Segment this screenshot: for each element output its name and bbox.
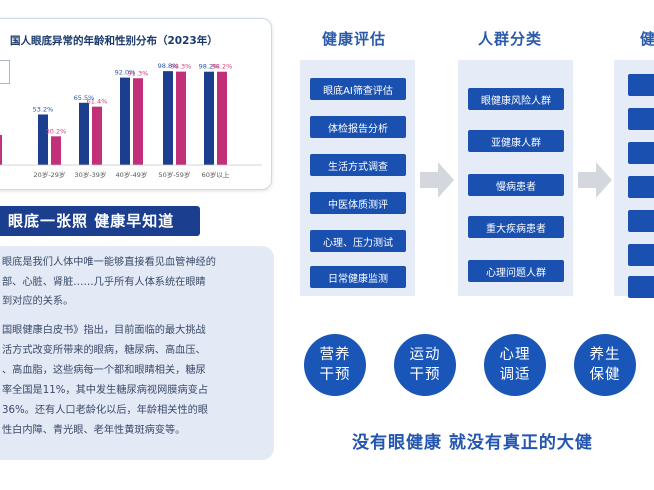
data-label: 65.5% <box>74 94 95 102</box>
bar <box>163 71 173 165</box>
intro-text-card: 眼底是我们人体中唯一能够直接看见血管神经的 部、心脏、肾脏……几乎所有人体系统在… <box>0 246 274 460</box>
intro-line-3: 到对应的关系。 <box>2 296 74 307</box>
bar <box>51 136 61 165</box>
health-item <box>628 244 654 266</box>
data-label: 98.2% <box>199 63 220 71</box>
circle-nutrition: 营养 干预 <box>304 334 366 396</box>
circle-label-bottom: 干预 <box>319 367 351 383</box>
classification-item: 慢病患者 <box>468 174 564 196</box>
intro-line-8: 36%。还有人口老龄化以后，年龄相关性的眼 <box>2 405 209 416</box>
intro-line-7: 率全国是11%，其中发生糖尿病视网膜病变占 <box>2 385 209 396</box>
flow-arrow-2-icon <box>578 162 612 198</box>
assessment-item: 日常健康监测 <box>310 266 406 288</box>
bar-chart: 53.2%30.2%20岁-29岁65.5%61.4%30岁-39岁92.0%9… <box>0 62 262 179</box>
slogan-text: 眼底一张照 健康早知道 <box>8 212 175 230</box>
circle-label-top: 营养 <box>319 347 351 363</box>
bar <box>204 71 214 165</box>
classification-item: 心理问题人群 <box>468 260 564 282</box>
assessment-item: 体检报告分析 <box>310 116 406 138</box>
x-tick-label: 30岁-39岁 <box>75 170 107 179</box>
circle-exercise: 运动 干预 <box>394 334 456 396</box>
intro-line-2: 部、心脏、肾脏……几乎所有人体系统在眼睛 <box>2 277 206 288</box>
slogan-banner <box>0 206 200 236</box>
bar <box>217 71 227 165</box>
intro-line-4: 国眼健康白皮书》指出，目前面临的最大挑战 <box>2 325 206 336</box>
assessment-item: 心理、压力测试 <box>310 230 406 252</box>
circle-wellness: 养生 保健 <box>574 334 636 396</box>
classification-item: 亚健康人群 <box>468 130 564 152</box>
circle-label-bottom: 调适 <box>499 367 531 383</box>
bottom-slogan: 没有眼健康 就没有真正的大健 <box>352 433 593 453</box>
bar <box>38 114 48 165</box>
data-label: 61.4% <box>87 98 108 106</box>
health-item <box>628 276 654 298</box>
intro-line-5: 活方式改变所带来的眼病，糖尿病、高血压、 <box>2 345 206 356</box>
circle-label-top: 心理 <box>499 347 531 363</box>
column-title-classification: 人群分类 <box>478 30 543 48</box>
data-label: 98.8% <box>158 62 179 70</box>
health-item <box>628 142 654 164</box>
flow-arrow-1-icon <box>420 162 454 198</box>
intro-line-1: 眼底是我们人体中唯一能够直接看见血管神经的 <box>2 257 216 268</box>
data-label: 91.3% <box>128 69 149 77</box>
x-tick-label: 40岁-49岁 <box>116 170 148 179</box>
health-item <box>628 176 654 198</box>
data-label: 98.2% <box>212 63 233 71</box>
x-tick-label: 20岁-29岁 <box>34 170 66 179</box>
assessment-item: 生活方式调查 <box>310 154 406 176</box>
bar <box>176 71 186 165</box>
health-item <box>628 210 654 232</box>
chart-title: 国人眼底异常的年龄和性别分布（2023年） <box>10 35 218 47</box>
bar <box>79 102 89 165</box>
assessment-item: 中医体质测评 <box>310 192 406 214</box>
classification-item: 眼健康风险人群 <box>468 88 564 110</box>
circle-label-top: 养生 <box>589 347 621 363</box>
bar <box>120 77 130 165</box>
circle-label-top: 运动 <box>409 347 441 363</box>
x-tick-label: 60岁以上 <box>202 170 230 179</box>
x-tick-label: 50岁-59岁 <box>159 170 191 179</box>
circle-label-bottom: 干预 <box>409 367 441 383</box>
column-title-assessment: 健康评估 <box>322 30 387 48</box>
circle-psychology: 心理 调适 <box>484 334 546 396</box>
chart-legend-box <box>0 60 10 84</box>
data-label: 92.0% <box>115 69 136 77</box>
data-label: 53.2% <box>33 105 54 113</box>
health-item <box>628 108 654 130</box>
assessment-item: 眼底AI筛查评估 <box>310 78 406 100</box>
bar <box>92 106 102 165</box>
bar-cropped <box>0 135 2 165</box>
health-item <box>628 74 654 96</box>
data-label: 30.2% <box>46 127 67 135</box>
circle-label-bottom: 保健 <box>589 367 621 383</box>
classification-item: 重大疾病患者 <box>468 216 564 238</box>
column-title-health: 健 <box>640 30 654 48</box>
intro-line-9: 性白内障、青光眼、老年性黄斑病变等。 <box>2 425 186 436</box>
bar <box>133 78 143 165</box>
data-label: 98.3% <box>171 63 192 71</box>
intro-line-6: 、高血脂，这些病每一个都和眼睛相关，糖尿 <box>2 365 206 376</box>
